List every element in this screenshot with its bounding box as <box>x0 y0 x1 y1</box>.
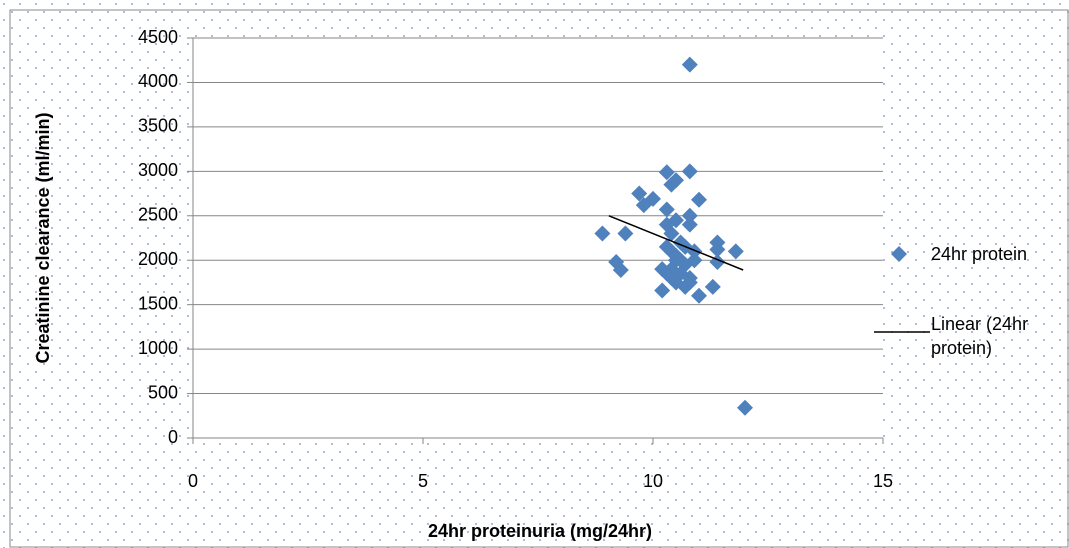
point <box>709 241 726 258</box>
y-axis-title: Creatinine clearance (ml/min) <box>33 112 53 363</box>
legend-label: Linear (24hr protein) <box>931 314 1029 358</box>
point <box>691 287 707 304</box>
point <box>737 399 753 416</box>
point <box>704 278 721 295</box>
point <box>668 212 684 229</box>
point <box>681 207 698 224</box>
x-tick-label: 10 <box>643 471 663 491</box>
y-tick-label: 1000 <box>138 338 178 358</box>
x-axis-title: 24hr proteinuria (mg/24hr) <box>428 521 652 541</box>
point <box>658 201 675 218</box>
y-tick-label: 2000 <box>138 249 178 269</box>
point <box>681 163 698 180</box>
trendline <box>608 215 744 271</box>
point <box>612 262 629 278</box>
point <box>663 225 680 242</box>
point <box>668 172 684 189</box>
legend-label: 24hr protein <box>931 244 1028 264</box>
y-tick-label: 3000 <box>138 160 178 180</box>
point <box>727 243 744 260</box>
point <box>663 270 680 286</box>
y-tick-label: 4000 <box>138 71 178 91</box>
point <box>645 190 661 207</box>
point <box>594 225 611 242</box>
point <box>631 185 648 202</box>
x-tick-label: 15 <box>873 471 893 491</box>
point <box>617 225 634 242</box>
point <box>658 164 675 181</box>
point <box>654 261 671 278</box>
y-tick-label: 0 <box>168 427 178 447</box>
point <box>681 274 698 291</box>
x-tick-label: 5 <box>418 471 428 491</box>
chart-border <box>9 9 1069 548</box>
y-tick-label: 4500 <box>138 27 178 47</box>
point <box>691 191 707 208</box>
y-tick-label: 500 <box>148 382 178 402</box>
point <box>663 243 680 260</box>
y-tick-label: 1500 <box>138 293 178 313</box>
point <box>668 252 684 269</box>
plot-area <box>193 38 883 438</box>
point <box>654 282 671 299</box>
x-tick-label: 0 <box>188 471 198 491</box>
legend-swatch <box>891 246 907 262</box>
point <box>686 252 703 269</box>
point <box>681 56 698 73</box>
y-tick-label: 3500 <box>138 116 178 136</box>
y-tick-label: 2500 <box>138 205 178 225</box>
point <box>681 216 698 233</box>
